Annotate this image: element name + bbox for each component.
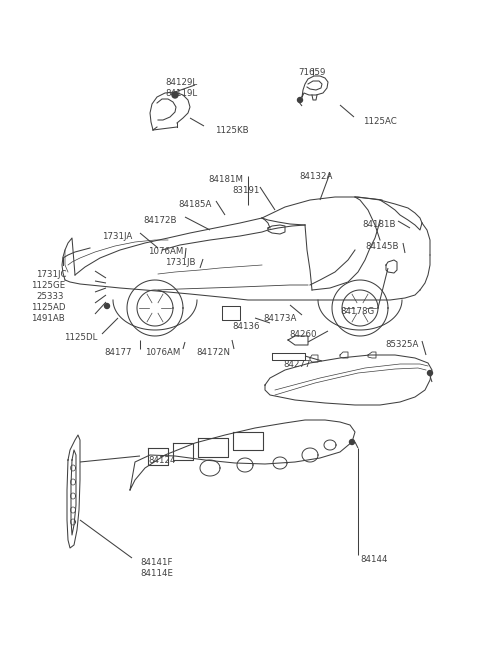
Text: 84141F: 84141F — [140, 558, 172, 567]
Text: 84181M: 84181M — [208, 175, 243, 184]
Text: 1125AC: 1125AC — [363, 117, 397, 126]
Circle shape — [105, 303, 109, 309]
Text: 83191: 83191 — [232, 186, 259, 195]
Text: 1076AM: 1076AM — [145, 348, 180, 357]
Text: 84124: 84124 — [148, 456, 176, 465]
Text: 84129L: 84129L — [165, 78, 197, 87]
Text: 84181B: 84181B — [362, 220, 396, 229]
Text: 1125AD: 1125AD — [31, 303, 65, 312]
Text: 84173A: 84173A — [263, 314, 296, 323]
Text: 1125GE: 1125GE — [31, 281, 65, 290]
Text: 84185A: 84185A — [178, 200, 211, 209]
Text: 1125KB: 1125KB — [215, 126, 249, 135]
Text: 84172B: 84172B — [143, 216, 177, 225]
Text: 84145B: 84145B — [365, 242, 398, 251]
Circle shape — [172, 92, 178, 98]
Text: 1491AB: 1491AB — [31, 314, 65, 323]
Text: 84132A: 84132A — [299, 172, 332, 181]
Text: 84178G: 84178G — [340, 307, 374, 316]
Text: 1731JA: 1731JA — [102, 232, 132, 241]
Text: 84172N: 84172N — [196, 348, 230, 357]
Text: 1076AM: 1076AM — [148, 247, 183, 256]
Circle shape — [298, 98, 302, 102]
Text: 84277: 84277 — [283, 360, 311, 369]
Circle shape — [349, 440, 355, 445]
Text: 84136: 84136 — [232, 322, 260, 331]
Text: 85325A: 85325A — [385, 340, 419, 349]
Text: 84144: 84144 — [360, 555, 387, 564]
Circle shape — [428, 371, 432, 375]
Text: 1731JB: 1731JB — [165, 258, 195, 267]
Text: 71659: 71659 — [298, 68, 325, 77]
Text: 1731JC: 1731JC — [36, 270, 67, 279]
Text: 84114E: 84114E — [140, 569, 173, 578]
Text: 84260: 84260 — [289, 330, 316, 339]
Text: 84119L: 84119L — [165, 89, 197, 98]
Text: 84177: 84177 — [104, 348, 132, 357]
Text: 1125DL: 1125DL — [64, 333, 97, 342]
Text: 25333: 25333 — [36, 292, 63, 301]
